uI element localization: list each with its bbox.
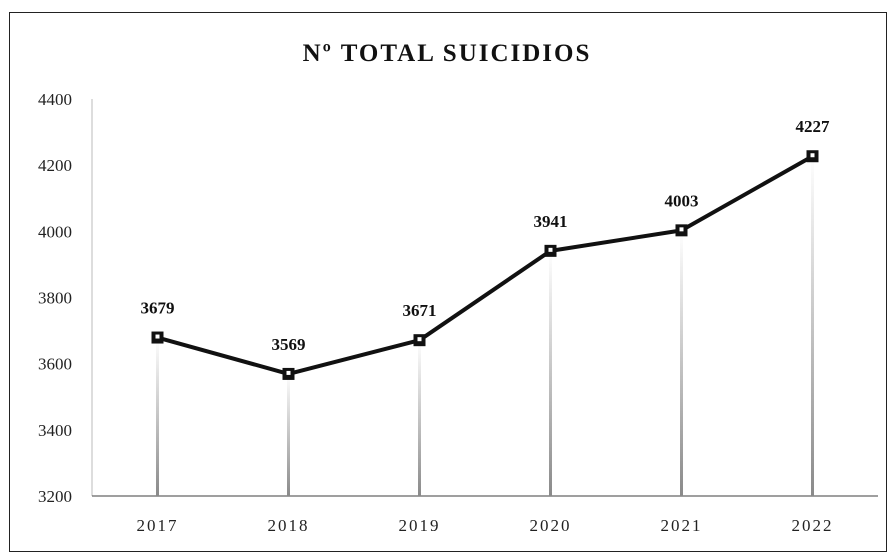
- y-tick-labels: 3200 3400 3600 3800 4000 4200 4400: [38, 90, 72, 506]
- data-label: 3679: [141, 299, 175, 318]
- y-tick-label: 3200: [38, 487, 72, 506]
- axes: [91, 99, 878, 497]
- data-label: 3941: [534, 212, 568, 231]
- markers: [151, 150, 819, 380]
- data-point-marker: [675, 224, 688, 237]
- data-labels: 3679 3569 3671 3941 4003 4227: [141, 117, 831, 354]
- y-tick-label: 3800: [38, 289, 72, 308]
- x-tick-label: 2018: [268, 516, 310, 535]
- data-label: 4227: [796, 117, 831, 136]
- drop-line: [549, 250, 552, 496]
- data-point-marker: [282, 367, 295, 380]
- drop-lines: [156, 156, 814, 497]
- drop-line: [680, 230, 683, 497]
- data-label: 4003: [665, 191, 699, 210]
- y-tick-label: 4400: [38, 90, 72, 109]
- chart-title: Nº TOTAL SUICIDIOS: [302, 40, 592, 67]
- drop-line: [287, 373, 290, 496]
- series-line-path: [156, 154, 814, 376]
- drop-line: [156, 337, 159, 496]
- x-tick-label: 2017: [137, 516, 179, 535]
- y-tick-label: 3600: [38, 355, 72, 374]
- chart-frame: [9, 12, 887, 552]
- x-tick-label: 2019: [399, 516, 441, 535]
- data-label: 3569: [272, 335, 306, 354]
- x-tick-label: 2022: [792, 516, 834, 535]
- drop-line: [811, 156, 814, 496]
- series-line: [156, 154, 814, 376]
- x-tick-label: 2020: [530, 516, 572, 535]
- data-point-marker: [413, 334, 426, 347]
- x-tick-labels: 2017 2018 2019 2020 2021 2022: [137, 516, 834, 535]
- x-tick-label: 2021: [661, 516, 703, 535]
- data-label: 3671: [403, 301, 437, 320]
- y-tick-label: 4200: [38, 156, 72, 175]
- drop-line: [418, 340, 421, 496]
- data-point-marker: [544, 244, 557, 257]
- data-point-marker: [151, 331, 164, 344]
- y-tick-label: 3400: [38, 421, 72, 440]
- data-point-marker: [806, 150, 819, 163]
- y-tick-label: 4000: [38, 222, 72, 241]
